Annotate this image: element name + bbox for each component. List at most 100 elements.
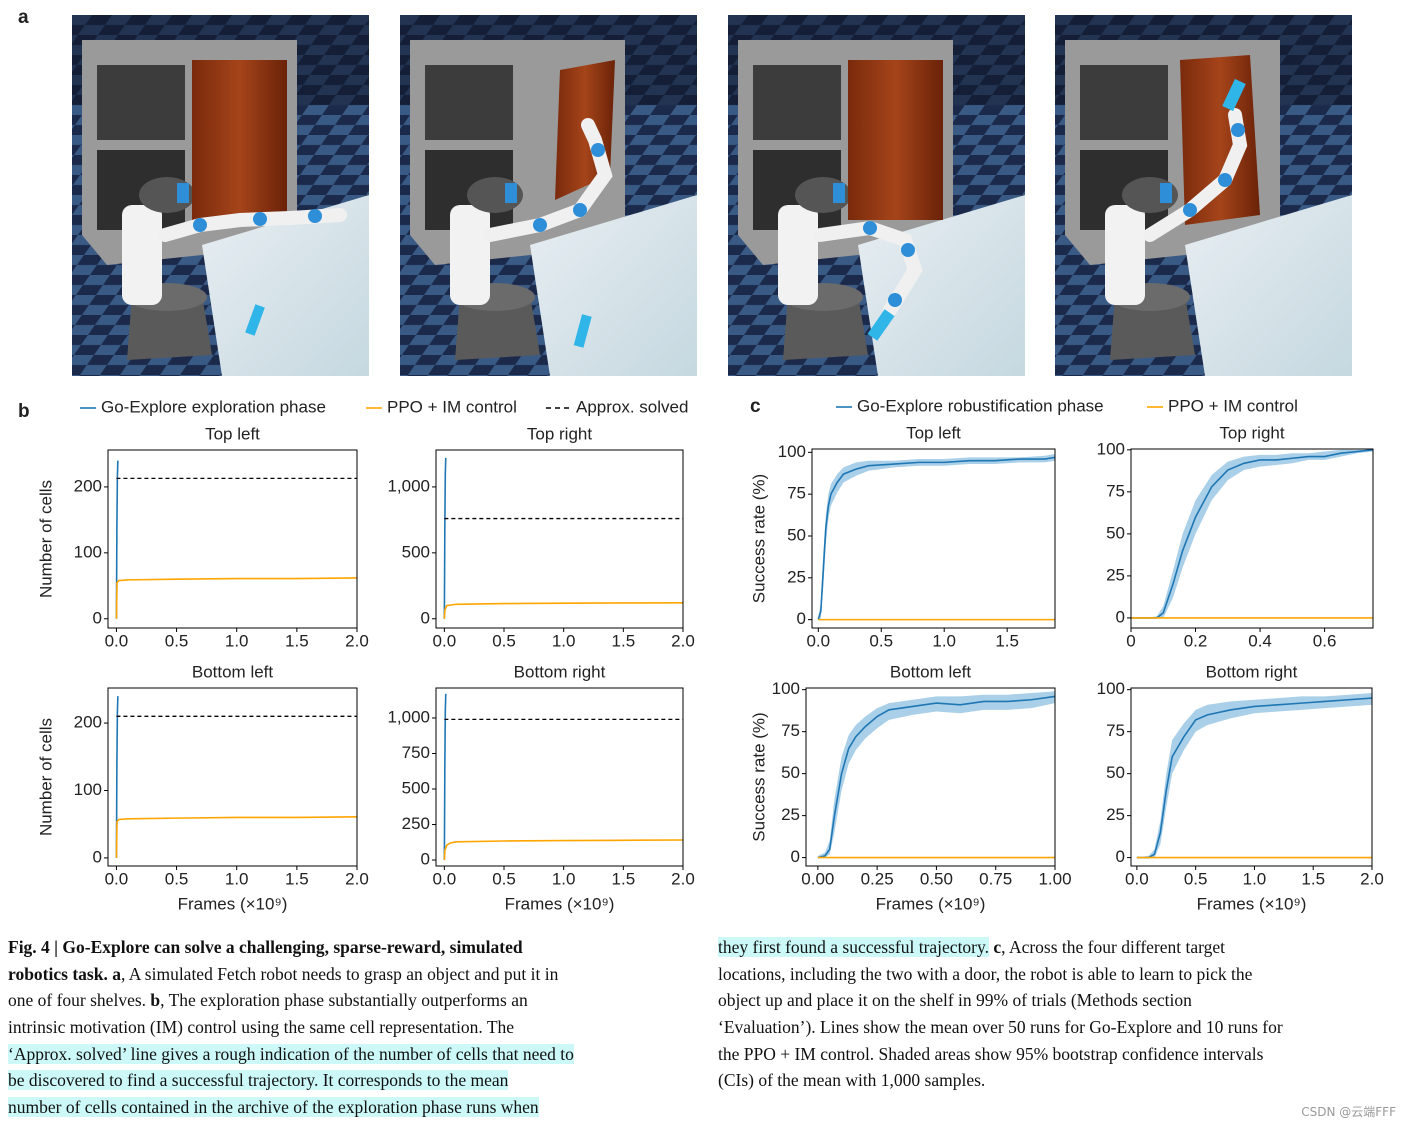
y-tick-label: 0: [1116, 847, 1125, 866]
caption-text: locations, including the two with a door…: [718, 963, 1253, 984]
x-tick-label: 0.4: [1248, 631, 1272, 650]
y-tick-label: 0: [1116, 607, 1125, 626]
subplot: Bottom right 0.0 0.5 1.0 1.5 2.0 0 250 500 750 1,0…: [387, 662, 694, 913]
y-tick-label: 25: [1106, 805, 1125, 824]
confidence-band: [817, 691, 1055, 858]
x-tick-label: 0.25: [861, 869, 894, 888]
caption-text: they first found a successful trajectory…: [718, 937, 989, 957]
caption-text: , Across the four different target: [1001, 937, 1226, 957]
x-axis-label: Frames (×10⁹): [178, 894, 288, 913]
y-tick-label: 1,000: [387, 476, 430, 495]
x-tick-label: 0.0: [105, 631, 129, 650]
watermark: CSDN @云端FFF: [1301, 1105, 1396, 1119]
caption-text: , A simulated Fetch robot needs to grasp…: [120, 963, 559, 984]
panel-a-images: [72, 15, 1352, 376]
subplot: Bottom right 0.0 0.5 1.0 1.5 2.0 0 25 50 75 100 Fra…: [1097, 662, 1384, 913]
axes-frame: [805, 687, 1056, 867]
y-tick-label: 200: [74, 476, 102, 495]
y-axis-label: Number of cells: [36, 718, 55, 836]
x-tick-label: 0.0: [105, 869, 129, 888]
caption-line: ‘Evaluation’). Lines show the mean over …: [718, 1014, 1283, 1041]
caption-text: the PPO + IM control. Shaded areas show …: [718, 1043, 1264, 1064]
subplot: Top right 0.0 0.5 1.0 1.5 2.0 0 500 1,000: [387, 424, 694, 650]
subplot-title: Top right: [1219, 423, 1284, 442]
legend-label: PPO + IM control: [1168, 396, 1298, 415]
x-tick-label: 1.0: [932, 631, 956, 650]
confidence-band: [818, 454, 1055, 620]
y-tick-label: 25: [1106, 565, 1125, 584]
axes-frame: [107, 449, 358, 629]
y-tick-label: 100: [778, 442, 806, 461]
x-tick-label: 1.5: [612, 631, 636, 650]
subplot: Bottom left 0.00 0.25 0.50 0.75 1.00 0 25 50 75 10…: [749, 662, 1071, 913]
y-tick-label: 0: [93, 847, 102, 866]
subplot-title: Bottom left: [192, 662, 274, 681]
x-tick-label: 2.0: [1360, 869, 1384, 888]
y-tick-label: 100: [1097, 439, 1125, 458]
caption-line: they first found a successful trajectory…: [718, 934, 1283, 961]
subplot-title: Top left: [906, 423, 961, 442]
x-tick-label: 0.0: [433, 631, 457, 650]
y-tick-label: 25: [787, 567, 806, 586]
y-tick-label: 100: [74, 542, 102, 561]
subplot-title: Bottom right: [1206, 662, 1298, 681]
x-tick-label: 1.0: [225, 631, 249, 650]
y-tick-label: 0: [421, 608, 430, 627]
x-tick-label: 0.5: [165, 869, 189, 888]
series-line: [443, 602, 683, 619]
y-tick-label: 100: [1097, 679, 1125, 698]
x-tick-label: 2.0: [345, 869, 369, 888]
y-tick-label: 100: [772, 679, 800, 698]
x-tick-label: 1.0: [225, 869, 249, 888]
y-tick-label: 50: [787, 525, 806, 544]
caption-line: robotics task. a, A simulated Fetch robo…: [8, 961, 574, 988]
y-tick-label: 250: [402, 814, 430, 833]
subplot-title: Top left: [205, 424, 260, 443]
subplot-title: Bottom right: [514, 662, 606, 681]
x-tick-label: 0.5: [165, 631, 189, 650]
y-tick-label: 75: [1106, 481, 1125, 500]
series-line: [443, 693, 447, 861]
series-line: [115, 577, 357, 619]
caption-text: , The exploration phase substantially ou…: [160, 990, 528, 1011]
x-tick-label: 0.5: [492, 631, 516, 650]
series-line: [443, 457, 447, 619]
y-tick-label: 50: [1106, 523, 1125, 542]
series-line: [1131, 449, 1373, 619]
y-axis-label: Success rate (%): [749, 712, 768, 841]
legend-label: PPO + IM control: [387, 397, 517, 416]
y-tick-label: 750: [402, 743, 430, 762]
subplot: Top right 0 0.2 0.4 0.6 0 25 50 75 100: [1097, 423, 1374, 650]
y-tick-label: 75: [781, 721, 800, 740]
legend-label: Approx. solved: [576, 397, 688, 416]
x-tick-label: 0: [1126, 631, 1135, 650]
caption-text: c: [989, 937, 1002, 957]
series-line: [115, 696, 119, 858]
x-tick-label: 0.50: [920, 869, 953, 888]
subplot: Bottom left 0.0 0.5 1.0 1.5 2.0 0 100 200 Frames …: [36, 662, 368, 913]
caption-text: ‘Approx. solved’ line gives a rough indi…: [8, 1043, 574, 1064]
x-tick-label: 2.0: [671, 869, 695, 888]
legend-label: Go-Explore exploration phase: [101, 397, 326, 416]
series-line: [115, 460, 119, 619]
caption-right: they first found a successful trajectory…: [718, 934, 1283, 1094]
caption-line: intrinsic motivation (IM) control using …: [8, 1014, 574, 1041]
y-tick-label: 50: [1106, 763, 1125, 782]
caption-line: number of cells contained in the archive…: [8, 1094, 574, 1121]
caption-text: be discovered to find a successful traje…: [8, 1070, 509, 1091]
x-tick-label: 1.5: [285, 631, 309, 650]
caption-text: ‘Evaluation’). Lines show the mean over …: [718, 1017, 1283, 1038]
x-axis-label: Frames (×10⁹): [1197, 894, 1307, 913]
y-tick-label: 0: [797, 609, 806, 628]
axes-frame: [1130, 448, 1374, 629]
series-line: [817, 695, 1055, 859]
axes-frame: [435, 687, 684, 867]
x-tick-label: 0.00: [801, 869, 834, 888]
series-line: [1136, 697, 1372, 859]
caption-text: intrinsic motivation (IM) control using …: [8, 1017, 515, 1038]
y-tick-label: 0: [93, 608, 102, 627]
caption-left: Fig. 4 | Go-Explore can solve a challeng…: [8, 934, 574, 1121]
x-tick-label: 1.0: [1243, 869, 1267, 888]
caption-line: object up and place it on the shelf in 9…: [718, 987, 1283, 1014]
